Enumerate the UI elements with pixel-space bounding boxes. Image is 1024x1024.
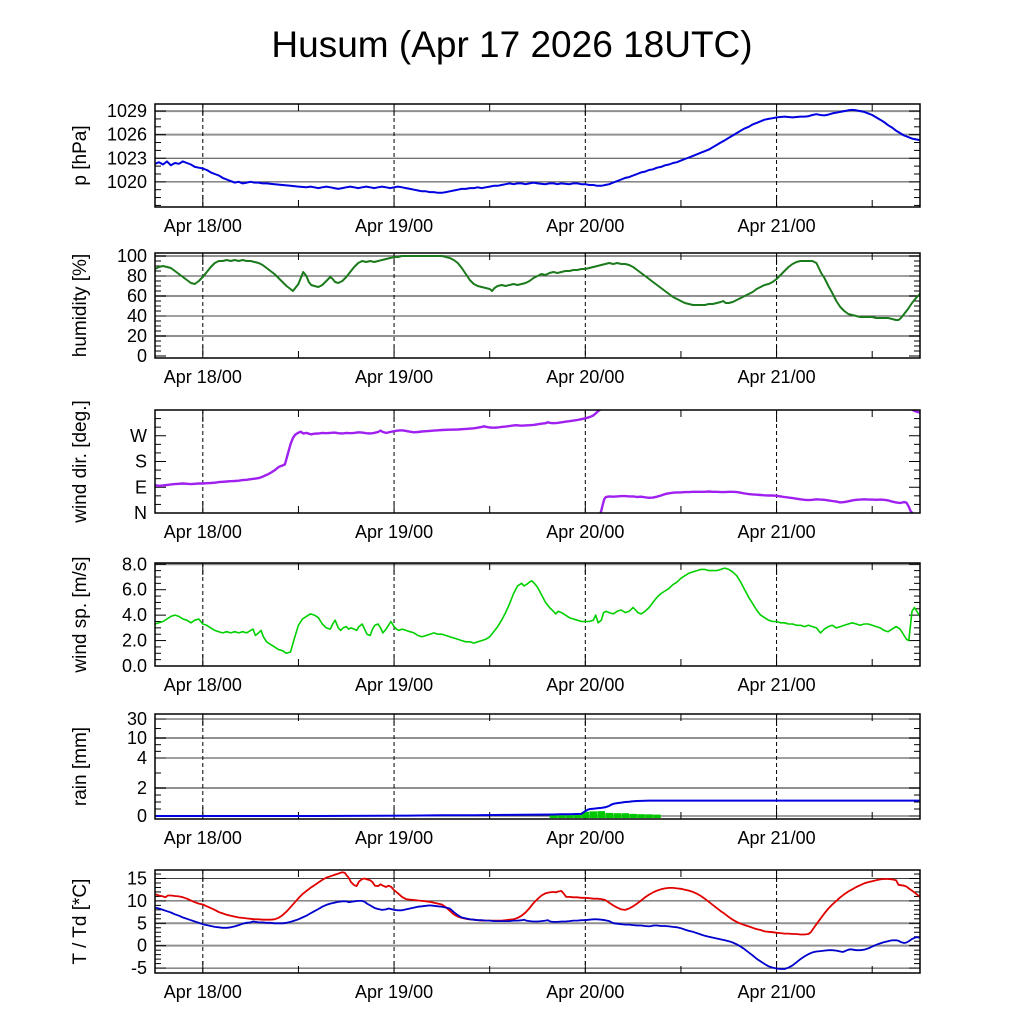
svg-text:60: 60 <box>127 286 147 306</box>
svg-text:40: 40 <box>127 306 147 326</box>
svg-text:30: 30 <box>127 709 147 729</box>
panel-temperature-series <box>155 871 920 970</box>
svg-text:4.0: 4.0 <box>122 605 147 625</box>
svg-text:Apr 18/00: Apr 18/00 <box>164 828 242 848</box>
panel-wind_speed: 0.0 2.0 4.0 6.0 8.0 Apr 18/00 Apr 19/00 Apr 20/… <box>70 554 921 695</box>
panel-rain-series <box>155 799 920 818</box>
svg-text:Apr 18/00: Apr 18/00 <box>164 675 242 695</box>
svg-text:Apr 19/00: Apr 19/00 <box>355 367 433 387</box>
svg-text:4: 4 <box>137 748 147 768</box>
svg-text:wind sp. [m/s]: wind sp. [m/s] <box>70 556 91 673</box>
svg-text:Apr 21/00: Apr 21/00 <box>738 982 816 1002</box>
svg-text:5: 5 <box>137 913 147 933</box>
svg-text:Apr 20/00: Apr 20/00 <box>546 675 624 695</box>
svg-text:2.0: 2.0 <box>122 631 147 651</box>
svg-text:8.0: 8.0 <box>122 554 147 574</box>
svg-text:Apr 19/00: Apr 19/00 <box>355 982 433 1002</box>
svg-text:wind dir. [deg.]: wind dir. [deg.] <box>70 400 91 524</box>
svg-text:Apr 21/00: Apr 21/00 <box>738 216 816 236</box>
svg-text:1029: 1029 <box>107 101 147 121</box>
svg-text:p [hPa]: p [hPa] <box>70 125 91 185</box>
svg-text:S: S <box>135 452 147 472</box>
svg-text:Apr 21/00: Apr 21/00 <box>738 828 816 848</box>
svg-text:T / Td [*C]: T / Td [*C] <box>70 879 91 965</box>
svg-text:Apr 20/00: Apr 20/00 <box>546 522 624 542</box>
svg-text:N: N <box>134 503 147 523</box>
svg-text:humidity [%]: humidity [%] <box>70 254 91 357</box>
svg-text:80: 80 <box>127 266 147 286</box>
svg-text:Apr 19/00: Apr 19/00 <box>355 675 433 695</box>
svg-text:Apr 21/00: Apr 21/00 <box>738 675 816 695</box>
svg-text:rain [mm]: rain [mm] <box>70 727 91 806</box>
svg-text:0: 0 <box>137 806 147 826</box>
svg-text:0.0: 0.0 <box>122 656 147 676</box>
svg-text:Apr 20/00: Apr 20/00 <box>546 216 624 236</box>
svg-text:1020: 1020 <box>107 172 147 192</box>
svg-text:Apr 18/00: Apr 18/00 <box>164 367 242 387</box>
svg-text:E: E <box>135 477 147 497</box>
panel-wind_speed-series <box>155 567 920 655</box>
svg-text:0: 0 <box>137 936 147 956</box>
svg-text:W: W <box>130 426 147 446</box>
svg-text:Apr 18/00: Apr 18/00 <box>164 522 242 542</box>
svg-text:0: 0 <box>137 346 147 366</box>
svg-text:Apr 20/00: Apr 20/00 <box>546 982 624 1002</box>
svg-text:20: 20 <box>127 326 147 346</box>
svg-text:Apr 21/00: Apr 21/00 <box>738 367 816 387</box>
svg-text:6.0: 6.0 <box>122 580 147 600</box>
svg-text:Apr 18/00: Apr 18/00 <box>164 982 242 1002</box>
svg-text:1026: 1026 <box>107 125 147 145</box>
chart-title: Husum (Apr 17 2026 18UTC) <box>271 24 753 65</box>
svg-text:Apr 20/00: Apr 20/00 <box>546 828 624 848</box>
svg-text:Apr 19/00: Apr 19/00 <box>355 216 433 236</box>
svg-text:Apr 19/00: Apr 19/00 <box>355 828 433 848</box>
panel-pressure-series <box>155 108 920 194</box>
panel-humidity-series <box>155 255 920 321</box>
svg-text:-5: -5 <box>131 958 147 978</box>
svg-text:Apr 21/00: Apr 21/00 <box>738 522 816 542</box>
svg-text:1023: 1023 <box>107 148 147 168</box>
svg-text:Apr 20/00: Apr 20/00 <box>546 367 624 387</box>
svg-text:10: 10 <box>127 728 147 748</box>
panel-pressure: 1020 1023 1026 1029 Apr 18/00 Apr 19/00 Apr 20… <box>70 101 921 236</box>
svg-text:100: 100 <box>117 246 147 266</box>
svg-text:10: 10 <box>127 891 147 911</box>
svg-text:Apr 19/00: Apr 19/00 <box>355 522 433 542</box>
svg-text:15: 15 <box>127 869 147 889</box>
svg-text:Apr 18/00: Apr 18/00 <box>164 216 242 236</box>
panel-wind_direction-series <box>155 410 920 513</box>
svg-text:2: 2 <box>137 778 147 798</box>
